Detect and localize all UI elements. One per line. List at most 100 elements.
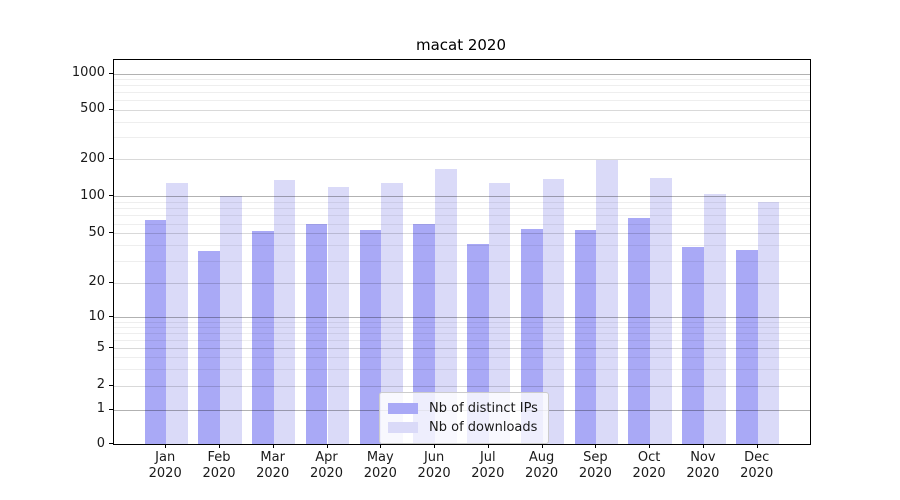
gridline-900 xyxy=(114,79,810,81)
y-tick-label-1: 1 xyxy=(96,401,105,416)
x-tick-mark-nov xyxy=(702,444,704,448)
legend-item-downloads: Nb of downloads xyxy=(388,418,538,437)
y-tick-mark-100 xyxy=(109,195,113,197)
bar-downloads-apr xyxy=(327,186,350,444)
x-tick-mark-aug xyxy=(541,444,543,448)
gridline-5 xyxy=(114,348,810,350)
y-tick-mark-1000 xyxy=(109,72,113,74)
chart-title: macat 2020 xyxy=(415,36,507,54)
y-tick-label-10: 10 xyxy=(88,308,105,324)
bar-downloads-feb xyxy=(220,196,242,444)
y-tick-mark-50 xyxy=(109,232,113,234)
plot-area xyxy=(113,59,811,445)
y-tick-label-1000: 1000 xyxy=(71,65,105,81)
bar-downloads-jul xyxy=(488,183,511,444)
x-tick-mark-jun xyxy=(434,444,436,448)
y-tick-mark-1 xyxy=(109,408,113,410)
gridline-70 xyxy=(114,215,810,217)
bar-downloads-jun xyxy=(435,168,457,444)
bar-distinct-ips-may xyxy=(359,230,382,444)
gridline-2 xyxy=(114,385,810,387)
legend-item-distinct-ips: Nb of distinct IPs xyxy=(388,399,538,418)
gridline-300 xyxy=(114,137,810,139)
gridline-700 xyxy=(114,92,810,94)
x-tick-mark-sep xyxy=(595,444,597,448)
x-tick-label-may: May 2020 xyxy=(363,450,397,481)
y-tick-mark-20 xyxy=(109,281,113,283)
y-tick-label-500: 500 xyxy=(80,101,105,117)
x-tick-mark-oct xyxy=(649,444,651,448)
x-tick-label-oct: Oct 2020 xyxy=(632,450,666,481)
x-tick-label-sep: Sep 2020 xyxy=(578,450,612,481)
y-tick-mark-10 xyxy=(109,316,113,318)
gridline-20 xyxy=(114,282,810,284)
x-tick-label-jan: Jan 2020 xyxy=(148,450,182,481)
gridline-40 xyxy=(114,245,810,247)
bar-downloads-oct xyxy=(650,178,672,444)
gridline-4 xyxy=(114,357,810,359)
y-tick-label-20: 20 xyxy=(88,274,105,290)
gridline-90 xyxy=(114,201,810,203)
x-tick-label-aug: Aug 2020 xyxy=(525,450,559,481)
bar-distinct-ips-aug xyxy=(520,229,543,444)
bar-distinct-ips-feb xyxy=(198,251,220,444)
x-tick-label-jun: Jun 2020 xyxy=(417,450,451,481)
bar-distinct-ips-apr xyxy=(305,224,328,444)
bar-distinct-ips-nov xyxy=(682,246,704,444)
x-tick-mark-may xyxy=(380,444,382,448)
legend-label-downloads: Nb of downloads xyxy=(429,420,538,435)
bar-downloads-may xyxy=(381,183,403,444)
bar-downloads-sep xyxy=(596,159,619,444)
gridline-600 xyxy=(114,100,810,102)
gridline-500 xyxy=(114,109,810,111)
gridline-30 xyxy=(114,260,810,262)
bar-distinct-ips-sep xyxy=(574,230,597,444)
x-tick-mark-feb xyxy=(219,444,220,448)
y-tick-mark-500 xyxy=(109,108,113,110)
x-tick-mark-mar xyxy=(272,444,274,448)
bar-distinct-ips-jun xyxy=(413,223,436,444)
y-tick-label-100: 100 xyxy=(80,187,105,203)
x-tick-mark-jan xyxy=(165,444,167,448)
y-tick-label-200: 200 xyxy=(80,150,105,166)
x-tick-label-dec: Dec 2020 xyxy=(740,450,774,481)
gridline-800 xyxy=(114,85,810,87)
x-tick-label-apr: Apr 2020 xyxy=(309,450,344,481)
legend: Nb of distinct IPs Nb of downloads xyxy=(379,392,549,444)
gridline-8 xyxy=(114,327,810,329)
legend-label-distinct-ips: Nb of distinct IPs xyxy=(429,401,538,416)
x-tick-mark-dec xyxy=(756,444,758,448)
x-tick-label-mar: Mar 2020 xyxy=(256,450,290,481)
gridline-1000 xyxy=(114,73,810,75)
gridline-9 xyxy=(114,321,810,323)
bar-distinct-ips-jan xyxy=(144,220,167,444)
gridline-50 xyxy=(114,233,810,235)
x-tick-mark-apr xyxy=(326,444,328,448)
bar-downloads-aug xyxy=(542,179,565,444)
gridline-200 xyxy=(114,159,810,161)
bar-distinct-ips-mar xyxy=(252,231,274,444)
gridline-3 xyxy=(114,369,810,370)
bar-downloads-jan xyxy=(166,183,188,444)
gridline-60 xyxy=(114,223,810,225)
y-tick-label-5: 5 xyxy=(96,339,105,355)
legend-swatch-downloads-icon xyxy=(388,422,418,433)
bar-downloads-mar xyxy=(273,180,296,444)
gridline-10 xyxy=(114,317,810,319)
y-tick-label-50: 50 xyxy=(88,224,105,240)
x-tick-mark-jul xyxy=(487,444,489,448)
bar-distinct-ips-oct xyxy=(628,218,651,444)
y-tick-mark-0 xyxy=(109,443,113,444)
bar-downloads-dec xyxy=(757,201,780,444)
y-tick-mark-5 xyxy=(109,347,113,349)
x-tick-label-feb: Feb 2020 xyxy=(202,450,236,481)
x-tick-label-jul: Jul 2020 xyxy=(471,450,505,481)
gridline-7 xyxy=(114,333,810,335)
gridline-80 xyxy=(114,208,810,210)
bar-downloads-nov xyxy=(703,193,726,444)
x-tick-label-nov: Nov 2020 xyxy=(686,450,720,481)
y-tick-label-0: 0 xyxy=(96,435,105,451)
bar-distinct-ips-dec xyxy=(736,249,758,444)
y-tick-mark-2 xyxy=(109,384,113,386)
